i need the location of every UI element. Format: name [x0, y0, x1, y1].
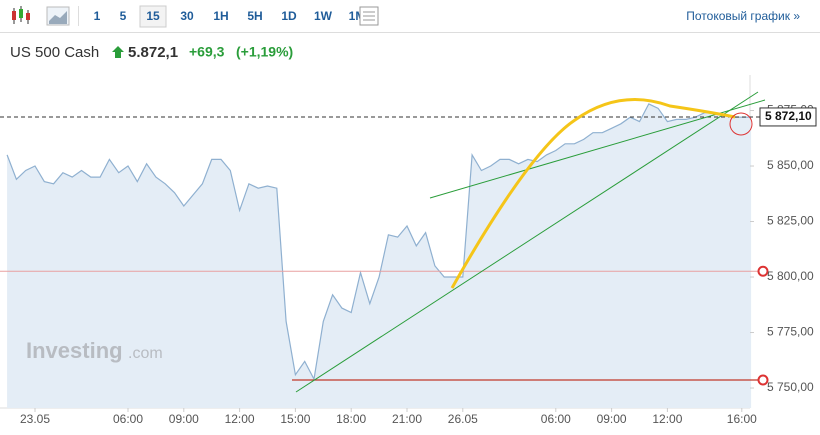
watermark-suffix: .com [128, 345, 163, 362]
x-tick-label: 09:00 [169, 412, 199, 426]
x-tick-label: 06:00 [541, 412, 571, 426]
instrument-name: US 500 Cash [10, 44, 99, 61]
interval-button[interactable]: 1H [213, 9, 228, 23]
plot: 5 750,00 5 775,00 5 800,00 5 825,00 5 850,00… [0, 75, 817, 426]
interval-button[interactable]: 5H [247, 9, 262, 23]
interval-button[interactable]: 1D [281, 9, 297, 23]
current-price-box [759, 107, 817, 127]
table-icon[interactable] [359, 6, 379, 26]
x-tick-label: 06:00 [113, 412, 143, 426]
streaming-link[interactable]: Потоковый график » [686, 9, 800, 23]
x-tick-label: 12:00 [225, 412, 255, 426]
trend-line [295, 91, 759, 393]
x-tick-label: 09:00 [597, 412, 627, 426]
level-handle [757, 374, 769, 386]
curve-drawing [450, 98, 736, 289]
y-tick-label: 5 850,00 [767, 158, 814, 172]
interval-group: 1 5 15 30 1H 5H 1D 1W 1M [94, 5, 365, 28]
interval-button[interactable]: 30 [180, 9, 194, 23]
interval-button[interactable]: 5 [120, 9, 127, 23]
price-line [6, 103, 752, 381]
trend-line [429, 99, 766, 199]
change: +69,3 [189, 44, 225, 60]
watermark: Investing .com [26, 338, 163, 363]
candle-icon[interactable] [12, 6, 30, 24]
x-tick-label: 18:00 [336, 412, 366, 426]
area-icon[interactable] [46, 6, 70, 26]
x-tick-label: 21:00 [392, 412, 422, 426]
watermark-brand: Investing [26, 338, 123, 363]
x-tick-label: 15:00 [280, 412, 310, 426]
x-tick-label: 23.05 [20, 412, 50, 426]
interval-button[interactable]: 1 [94, 9, 101, 23]
circle-drawing [729, 112, 753, 136]
up-arrow [112, 46, 124, 58]
x-tick-label: 16:00 [727, 412, 757, 426]
area-fill [7, 103, 752, 409]
x-tick-label: 12:00 [652, 412, 682, 426]
y-tick-label: 5 750,00 [767, 380, 814, 394]
interval-button[interactable]: 15 [146, 9, 160, 23]
interval-active-box [139, 5, 167, 28]
price: 5.872,1 [128, 44, 178, 61]
y-tick-label: 5 825,00 [767, 214, 814, 228]
current-price-label: 5 872,10 [765, 109, 812, 123]
interval-button[interactable]: 1W [314, 9, 333, 23]
drawings [295, 91, 766, 393]
y-tick-label: 5 775,00 [767, 325, 814, 339]
x-tick-label: 26.05 [448, 412, 478, 426]
y-tick-label: 5 800,00 [767, 269, 814, 283]
change-pct: (+1,19%) [236, 44, 293, 60]
level-handle [757, 265, 769, 277]
